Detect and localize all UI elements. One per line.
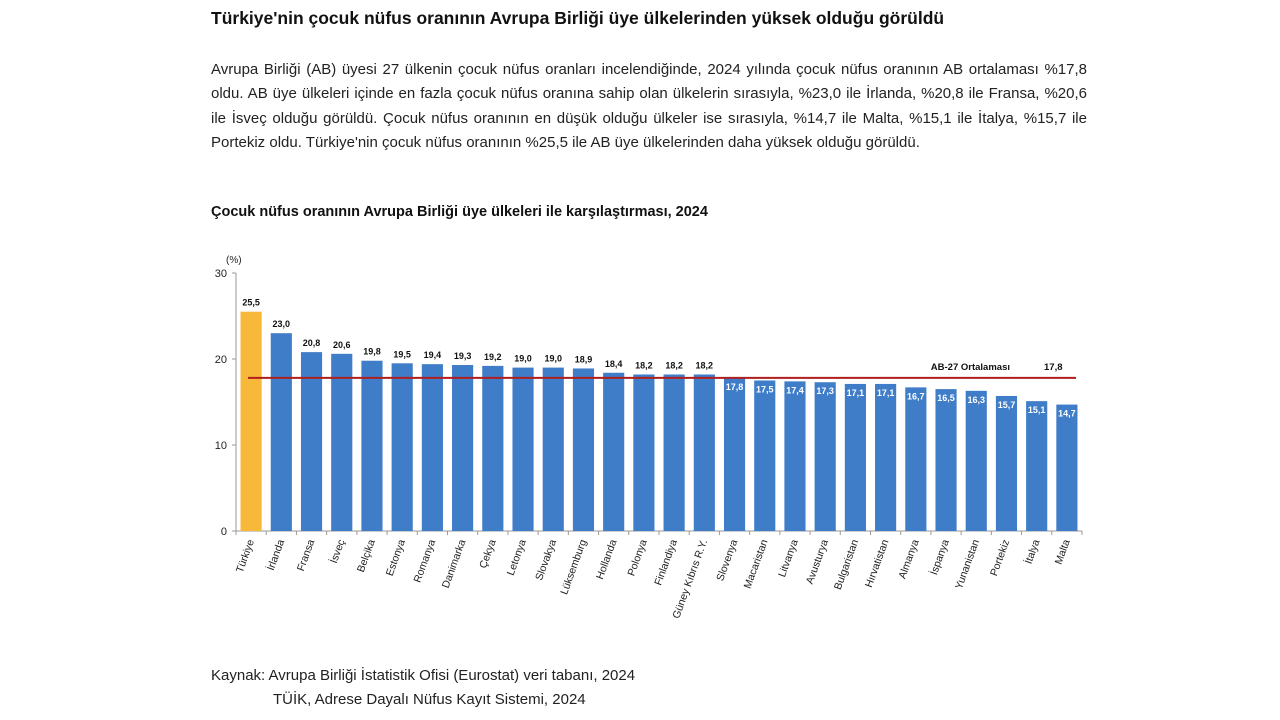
- x-tick-label: İspanya: [927, 537, 952, 576]
- x-tick-label: Türkiye: [234, 538, 257, 575]
- bar-value-label: 18,2: [665, 360, 683, 370]
- bar-value-label: 17,1: [877, 388, 895, 398]
- x-tick-label: Hırvatistan: [863, 538, 891, 589]
- x-tick-label: Danimarka: [440, 538, 469, 590]
- bar-Fransa: [300, 352, 323, 531]
- x-tick-label: Yunanistan: [953, 538, 982, 591]
- x-tick-label: Slovenya: [714, 538, 740, 583]
- bar-Litvanya: [784, 381, 806, 531]
- bar-İrlanda: [270, 333, 292, 531]
- bar-value-label: 20,8: [303, 338, 321, 348]
- x-tick-label: Romanya: [412, 538, 439, 584]
- x-tick-label: Fransa: [295, 538, 318, 573]
- bar-value-label: 19,0: [544, 354, 562, 364]
- x-tick-label: Bulgaristan: [832, 538, 861, 592]
- bar-Finlandiya: [663, 374, 685, 531]
- bar-Macaristan: [754, 380, 776, 531]
- y-tick-label: 20: [215, 354, 227, 366]
- bar-Bulgaristan: [844, 383, 866, 531]
- bar-value-label: 19,4: [424, 350, 442, 360]
- x-tick-label: Macaristan: [742, 538, 771, 591]
- bar-value-label: 17,8: [726, 382, 744, 392]
- bar-value-label: 23,0: [273, 319, 291, 329]
- x-tick-label: İtalya: [1022, 537, 1043, 565]
- bar-Portekiz: [995, 395, 1018, 531]
- bar-Belçika: [361, 360, 383, 531]
- x-tick-label: Estonya: [384, 538, 408, 578]
- bar-Malta: [1056, 404, 1078, 531]
- bar-İspanya: [935, 389, 957, 531]
- bar-Letonya: [512, 367, 534, 531]
- y-tick-label: 10: [215, 440, 227, 452]
- chart-title: Çocuk nüfus oranının Avrupa Birliği üye …: [211, 204, 708, 220]
- bar-Danimarka: [452, 365, 474, 531]
- bar-Avusturya: [814, 382, 836, 531]
- x-tick-label: İsveç: [327, 538, 348, 565]
- bar-value-label: 15,7: [998, 400, 1016, 410]
- x-tick-label: Belçika: [355, 538, 378, 574]
- average-label: AB-27 Ortalaması: [931, 362, 1010, 373]
- x-tick-label: Malta: [1053, 538, 1073, 566]
- x-tick-label: Portekiz: [988, 538, 1012, 578]
- x-tick-label: Finlandiya: [652, 538, 680, 587]
- bar-Çekya: [482, 365, 504, 531]
- bar-Hırvatistan: [875, 383, 897, 531]
- x-tick-label: Çekya: [477, 538, 499, 570]
- bar-value-label: 16,3: [967, 395, 985, 405]
- bar-value-label: 19,5: [393, 349, 411, 359]
- bar-Güney Kıbrıs R.Y.: [693, 374, 715, 531]
- bar-value-label: 19,2: [484, 352, 502, 362]
- bar-Slovakya: [542, 367, 564, 531]
- bar-value-label: 25,5: [242, 298, 260, 308]
- bar-İtalya: [1026, 401, 1048, 531]
- bar-value-label: 18,4: [605, 359, 623, 369]
- bar-value-label: 18,2: [696, 360, 714, 370]
- y-tick-label: 30: [215, 268, 227, 280]
- x-tick-label: Slovakya: [533, 538, 559, 582]
- bar-Hollanda: [603, 372, 625, 531]
- bar-Yunanistan: [965, 390, 987, 531]
- intro-paragraph: Avrupa Birliği (AB) üyesi 27 ülkenin çoc…: [211, 61, 1087, 151]
- bar-value-label: 16,5: [937, 393, 955, 403]
- bar-value-label: 18,9: [575, 354, 593, 364]
- average-value-label: 17,8: [1044, 362, 1063, 373]
- bar-value-label: 17,5: [756, 385, 774, 395]
- x-tick-label: Lüksemburg: [558, 538, 589, 597]
- source-line-2: TÜİK, Adrese Dayalı Nüfus Kayıt Sistemi,…: [273, 691, 586, 708]
- bar-Polonya: [633, 374, 655, 531]
- bar-value-label: 19,8: [363, 347, 381, 357]
- y-axis-unit: (%): [226, 255, 242, 266]
- bar-value-label: 16,7: [907, 391, 925, 401]
- x-tick-label: Avusturya: [804, 538, 831, 586]
- bar-Almanya: [905, 387, 927, 531]
- bar-Slovenya: [723, 377, 746, 531]
- x-tick-label: Polonya: [625, 538, 649, 578]
- bar-value-label: 19,0: [514, 354, 532, 364]
- bar-value-label: 18,2: [635, 360, 653, 370]
- bar-value-label: 17,1: [847, 388, 865, 398]
- bar-Lüksemburg: [572, 368, 595, 531]
- bar-value-label: 15,1: [1028, 405, 1046, 415]
- x-tick-label: Litvanya: [776, 538, 801, 579]
- bar-İsveç: [331, 353, 353, 531]
- bar-value-label: 19,3: [454, 351, 472, 361]
- bar-value-label: 17,3: [816, 386, 834, 396]
- y-tick-label: 0: [221, 526, 227, 538]
- x-tick-label: Letonya: [505, 538, 529, 577]
- x-tick-label: İrlanda: [264, 537, 287, 572]
- bar-Türkiye: [240, 311, 262, 531]
- x-tick-label: Hollanda: [594, 538, 620, 581]
- bar-value-label: 20,6: [333, 340, 351, 350]
- page-title: Türkiye'nin çocuk nüfus oranının Avrupa …: [211, 8, 945, 28]
- bar-value-label: 17,4: [786, 385, 804, 395]
- bar-value-label: 14,7: [1058, 409, 1076, 419]
- source-note: Kaynak: Avrupa Birliği İstatistik Ofisi …: [211, 664, 635, 712]
- bar-Estonya: [391, 363, 413, 531]
- x-tick-label: Almanya: [896, 538, 921, 581]
- source-line-1: Kaynak: Avrupa Birliği İstatistik Ofisi …: [211, 667, 636, 684]
- bar-chart: (%) 0 10 20 30 25,5 Türkiye 23,0 İrlanda 20,8 Fran…: [215, 255, 1083, 620]
- bar-Romanya: [421, 364, 443, 531]
